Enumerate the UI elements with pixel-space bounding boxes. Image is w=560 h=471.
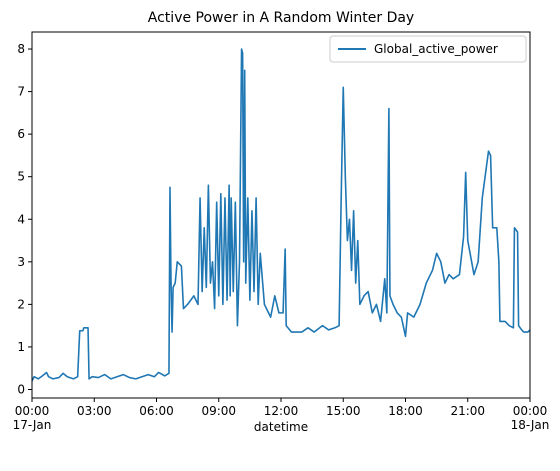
series-line-global-active-power xyxy=(32,49,530,381)
plot-area xyxy=(32,49,530,381)
plot-frame xyxy=(32,32,530,398)
x-tick-label: 18:00 xyxy=(388,404,423,418)
x-axis-label: datetime xyxy=(254,420,308,434)
y-tick-label: 0 xyxy=(17,382,25,396)
y-tick-label: 2 xyxy=(17,297,25,311)
x-tick-sublabel: 17-Jan xyxy=(13,418,52,432)
y-tick-label: 4 xyxy=(17,212,25,226)
x-tick-label: 00:00 xyxy=(513,404,548,418)
chart-title: Active Power in A Random Winter Day xyxy=(148,10,414,26)
x-tick-label: 09:00 xyxy=(201,404,236,418)
y-axis: 0 1 2 3 4 5 6 7 8 xyxy=(17,42,32,396)
x-tick-label: 12:00 xyxy=(264,404,299,418)
legend-label-global-active-power: Global_active_power xyxy=(374,42,498,56)
y-tick-label: 6 xyxy=(17,127,25,141)
y-tick-label: 8 xyxy=(17,42,25,56)
x-tick-label: 15:00 xyxy=(326,404,361,418)
y-tick-label: 5 xyxy=(17,170,25,184)
x-tick-label: 03:00 xyxy=(77,404,112,418)
y-tick-label: 7 xyxy=(17,85,25,99)
x-tick-sublabel: 18-Jan xyxy=(511,418,550,432)
x-tick-label: 06:00 xyxy=(139,404,174,418)
y-tick-label: 1 xyxy=(17,340,25,354)
legend: Global_active_power xyxy=(330,36,526,62)
x-tick-label: 00:00 xyxy=(15,404,50,418)
x-tick-label: 21:00 xyxy=(450,404,485,418)
y-tick-label: 3 xyxy=(17,255,25,269)
